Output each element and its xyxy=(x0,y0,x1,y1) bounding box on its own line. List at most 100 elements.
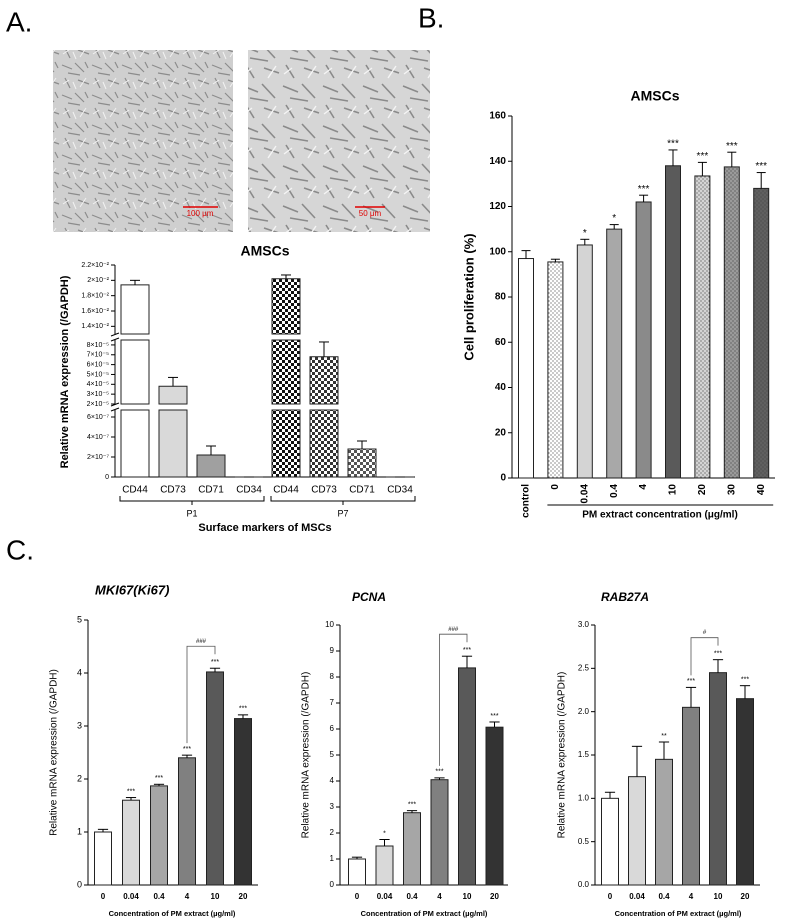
bar xyxy=(347,448,377,478)
bar xyxy=(709,672,727,886)
x-tick-label: 4 xyxy=(185,892,190,901)
y-tick-label: 0 xyxy=(500,473,506,484)
significance: * xyxy=(583,228,587,239)
group-label: P1 xyxy=(186,508,197,518)
comparison-label: ### xyxy=(448,627,459,633)
x-tick-label: 30 xyxy=(726,484,737,496)
bar xyxy=(458,667,476,886)
significance: * xyxy=(612,213,616,224)
bar xyxy=(206,671,224,886)
y-tick-label: 0.5 xyxy=(578,837,590,846)
x-tick-label: CD34 xyxy=(387,485,413,496)
x-tick-label: 10 xyxy=(211,892,220,901)
significance: *** xyxy=(211,659,219,666)
y-tick-label: 20 xyxy=(495,427,507,438)
y-tick-label: 0 xyxy=(105,474,109,481)
micrograph xyxy=(248,50,430,232)
group-label: P7 xyxy=(337,508,348,518)
y-tick-label: 6×10⁻⁷ xyxy=(87,414,109,421)
y-tick-label: 0 xyxy=(77,879,82,889)
significance: *** xyxy=(697,151,709,162)
y-tick-label: 6 xyxy=(330,724,335,733)
x-axis-label: PM extract concentration (μg/ml) xyxy=(582,510,738,521)
y-tick-label: 1 xyxy=(77,826,82,836)
comparison-label: ### xyxy=(196,639,207,645)
x-tick-label: 10 xyxy=(463,892,472,901)
x-axis-label: Concentration of PM extract (µg/ml) xyxy=(615,909,742,918)
significance: *** xyxy=(638,184,650,195)
y-tick-label: 2.0 xyxy=(578,707,590,716)
x-tick-label: CD73 xyxy=(311,485,337,496)
bar xyxy=(694,175,711,479)
y-tick-label: 0.0 xyxy=(578,880,590,889)
significance: *** xyxy=(726,141,738,152)
chart-title: MKI67(Ki67) xyxy=(95,582,169,597)
x-tick-label: 0.4 xyxy=(153,892,165,901)
bar xyxy=(375,845,394,886)
panel-label: A. xyxy=(6,6,32,37)
bar xyxy=(635,201,652,479)
x-tick-label: 0 xyxy=(101,892,106,901)
x-tick-label: CD44 xyxy=(273,485,299,496)
x-tick-label: control xyxy=(521,484,532,518)
x-tick-label: CD34 xyxy=(236,485,262,496)
panel-label: B. xyxy=(418,2,444,33)
y-axis-label: Relative mRNA expression (/GAPDH) xyxy=(49,669,60,836)
micrograph xyxy=(53,50,233,232)
significance: *** xyxy=(714,651,722,658)
axis-break xyxy=(110,337,120,342)
x-tick-label: 4 xyxy=(437,892,442,901)
y-tick-label: 4×10⁻⁷ xyxy=(87,434,109,441)
y-axis-label: Cell proliferation (%) xyxy=(461,233,476,360)
x-tick-label: CD71 xyxy=(198,485,224,496)
axis-break xyxy=(110,332,120,337)
significance: *** xyxy=(755,161,767,172)
y-tick-label: 80 xyxy=(495,292,507,303)
significance: *** xyxy=(741,677,749,684)
x-tick-label: 0.04 xyxy=(579,484,590,504)
significance: ** xyxy=(661,733,667,740)
y-tick-label: 10 xyxy=(325,620,334,629)
y-tick-label: 5 xyxy=(330,750,335,759)
y-tick-label: 7×10⁻⁵ xyxy=(87,352,109,359)
x-tick-label: 0.4 xyxy=(406,892,418,901)
bar xyxy=(150,785,168,886)
x-tick-label: 4 xyxy=(638,484,649,490)
chart-title: AMSCs xyxy=(630,88,679,104)
y-tick-label: 1.8×10⁻² xyxy=(81,293,109,300)
y-tick-label: 3×10⁻⁵ xyxy=(87,391,109,398)
y-tick-label: 4×10⁻⁵ xyxy=(87,381,109,388)
y-tick-label: 2 xyxy=(77,773,82,783)
bar xyxy=(234,718,252,886)
bar xyxy=(94,831,112,886)
significance: *** xyxy=(155,775,163,782)
y-tick-label: 1.0 xyxy=(578,793,590,802)
y-tick-label: 3.0 xyxy=(578,620,590,629)
x-axis-label: Concentration of PM extract (µg/ml) xyxy=(361,909,488,918)
x-tick-label: 0.4 xyxy=(658,892,670,901)
y-tick-label: 3 xyxy=(330,802,335,811)
x-tick-label: CD44 xyxy=(122,485,148,496)
comparison-label: # xyxy=(703,630,707,636)
y-tick-label: 4 xyxy=(77,667,82,677)
y-tick-label: 1.4×10⁻² xyxy=(81,323,109,330)
bar xyxy=(736,698,754,886)
y-tick-label: 6×10⁻⁵ xyxy=(87,361,109,368)
x-tick-label: 0 xyxy=(550,484,561,490)
y-tick-label: 2.5 xyxy=(578,663,590,672)
bar xyxy=(178,757,196,886)
y-tick-label: 8×10⁻⁵ xyxy=(87,342,109,349)
bar xyxy=(271,278,301,478)
x-tick-label: 0 xyxy=(355,892,360,901)
bar xyxy=(348,858,366,886)
y-tick-label: 5×10⁻⁵ xyxy=(87,371,109,378)
y-tick-label: 40 xyxy=(495,382,507,393)
y-tick-label: 4 xyxy=(330,776,335,785)
significance: *** xyxy=(490,713,498,720)
bar xyxy=(485,726,504,886)
bar xyxy=(576,244,593,479)
x-axis-label: Concentration of PM extract (µg/ml) xyxy=(109,909,236,918)
y-tick-label: 8 xyxy=(330,672,335,681)
x-tick-label: 20 xyxy=(697,484,708,496)
significance: *** xyxy=(667,139,679,150)
